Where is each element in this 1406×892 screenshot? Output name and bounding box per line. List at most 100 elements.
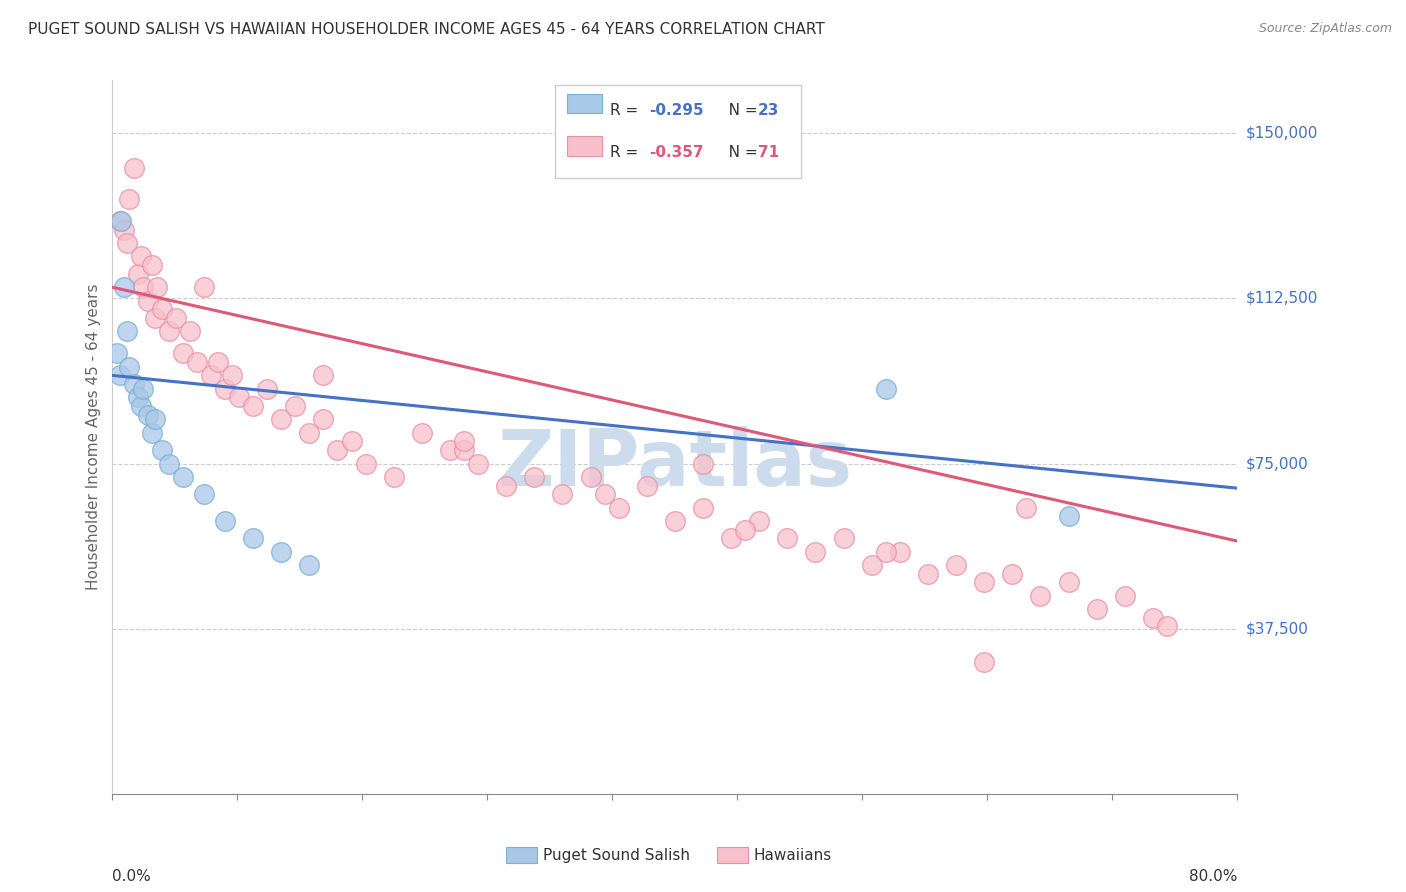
Point [607, 500, 630, 515]
Point [115, 324, 138, 338]
Point [776, 532, 799, 546]
Text: 23: 23 [758, 103, 779, 118]
Point [242, 399, 264, 413]
Point [875, 544, 897, 558]
Point [200, 368, 222, 383]
Text: R =: R = [610, 145, 644, 161]
Point [242, 532, 264, 546]
Point [228, 391, 250, 405]
Point [108, 214, 131, 228]
Point [579, 469, 602, 483]
Y-axis label: Householder Income Ages 45 - 64 years: Householder Income Ages 45 - 64 years [86, 284, 101, 591]
Text: PUGET SOUND SALISH VS HAWAIIAN HOUSEHOLDER INCOME AGES 45 - 64 YEARS CORRELATION: PUGET SOUND SALISH VS HAWAIIAN HOUSEHOLD… [28, 22, 825, 37]
Point [973, 655, 995, 669]
Point [692, 457, 714, 471]
Point [945, 558, 967, 572]
Text: $150,000: $150,000 [1246, 126, 1317, 141]
Point [284, 399, 307, 413]
Point [1001, 566, 1024, 581]
Text: -0.357: -0.357 [650, 145, 704, 161]
Text: 0.0%: 0.0% [112, 869, 152, 884]
Point [136, 408, 159, 422]
Point [1142, 610, 1164, 624]
Point [143, 412, 166, 426]
Point [270, 412, 292, 426]
Point [270, 544, 292, 558]
Point [495, 478, 517, 492]
Point [193, 487, 215, 501]
Point [221, 368, 243, 383]
Point [734, 523, 756, 537]
Point [636, 478, 658, 492]
Point [122, 377, 145, 392]
Point [105, 346, 128, 360]
Point [1015, 500, 1038, 515]
Point [118, 359, 141, 374]
Point [127, 391, 149, 405]
Point [1057, 575, 1080, 590]
Text: $37,500: $37,500 [1246, 621, 1309, 636]
Point [1029, 589, 1052, 603]
Point [214, 514, 236, 528]
Point [112, 280, 135, 294]
Point [523, 469, 546, 483]
Point [141, 425, 163, 440]
Text: N =: N = [714, 103, 762, 118]
Point [748, 514, 770, 528]
Point [193, 280, 215, 294]
Point [832, 532, 855, 546]
Point [157, 457, 180, 471]
Text: N =: N = [714, 145, 762, 161]
Point [146, 280, 169, 294]
Text: $112,500: $112,500 [1246, 291, 1317, 306]
Point [453, 443, 475, 458]
Point [804, 544, 827, 558]
Point [115, 236, 138, 251]
Point [1114, 589, 1136, 603]
Text: 80.0%: 80.0% [1189, 869, 1237, 884]
Point [467, 457, 489, 471]
Point [593, 487, 616, 501]
Point [132, 382, 155, 396]
Point [186, 355, 208, 369]
Point [179, 324, 201, 338]
Point [150, 302, 173, 317]
Point [354, 457, 377, 471]
Point [875, 382, 897, 396]
Point [172, 346, 194, 360]
Point [108, 368, 131, 383]
Text: 71: 71 [758, 145, 779, 161]
Point [1156, 619, 1178, 633]
Point [143, 311, 166, 326]
Point [664, 514, 686, 528]
Point [411, 425, 433, 440]
Text: Puget Sound Salish: Puget Sound Salish [543, 848, 690, 863]
Point [917, 566, 939, 581]
Point [129, 250, 152, 264]
Point [298, 425, 321, 440]
Point [136, 293, 159, 308]
Text: -0.295: -0.295 [650, 103, 704, 118]
Point [298, 558, 321, 572]
Point [132, 280, 155, 294]
Point [453, 434, 475, 449]
Point [312, 412, 335, 426]
Point [720, 532, 742, 546]
Point [141, 258, 163, 272]
Point [122, 161, 145, 176]
Point [214, 382, 236, 396]
Point [118, 192, 141, 206]
Text: ZIPatlas: ZIPatlas [498, 425, 852, 501]
Point [382, 469, 405, 483]
Point [165, 311, 187, 326]
Point [129, 399, 152, 413]
Point [207, 355, 229, 369]
Point [340, 434, 363, 449]
Point [1085, 602, 1108, 616]
Point [692, 500, 714, 515]
Text: Hawaiians: Hawaiians [754, 848, 832, 863]
Point [439, 443, 461, 458]
Point [150, 443, 173, 458]
Point [551, 487, 574, 501]
Point [157, 324, 180, 338]
